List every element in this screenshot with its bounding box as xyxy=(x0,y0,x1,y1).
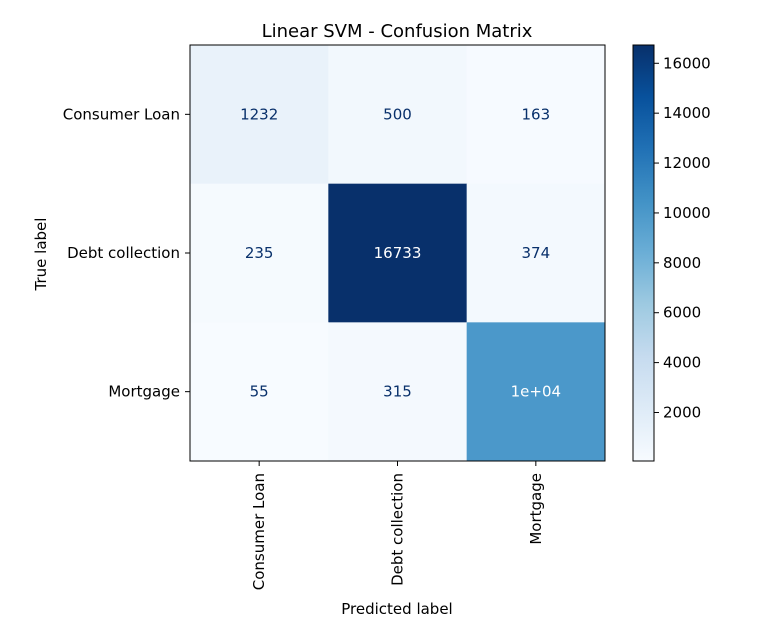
heatmap-cell xyxy=(190,45,329,185)
x-axis-ticks: Consumer Loan Debt collection Mortgage xyxy=(250,461,545,590)
heatmap-cell xyxy=(190,183,329,323)
colorbar xyxy=(632,44,655,462)
cell-value-label: 500 xyxy=(383,105,412,123)
y-axis-label: True label xyxy=(32,218,50,292)
colorbar-tick-label: 8000 xyxy=(663,254,701,272)
colorbar-tick-label: 10000 xyxy=(663,204,711,222)
heatmap-cell xyxy=(466,45,606,185)
heatmap-cell xyxy=(328,45,468,185)
cell-value-label: 315 xyxy=(383,383,412,401)
y-tick-label: Consumer Loan xyxy=(63,105,180,123)
colorbar-tick-label: 4000 xyxy=(663,354,701,372)
colorbar-tick-label: 2000 xyxy=(663,403,701,421)
heatmap-cell xyxy=(466,322,606,462)
colorbar-tick-label: 6000 xyxy=(663,304,701,322)
heatmap-cell-labels: 1232 500 163 235 16733 374 55 315 1e+04 xyxy=(240,105,561,400)
heatmap-cell xyxy=(328,183,468,323)
cell-value-label: 163 xyxy=(522,105,551,123)
colorbar-tick-label: 14000 xyxy=(663,104,711,122)
cell-value-label: 16733 xyxy=(374,244,422,262)
chart-title: Linear SVM - Confusion Matrix xyxy=(262,21,533,42)
y-axis-ticks: Consumer Loan Debt collection Mortgage xyxy=(63,105,190,401)
x-axis-label: Predicted label xyxy=(341,600,452,618)
x-tick-label: Debt collection xyxy=(389,473,407,586)
heatmap-cells xyxy=(190,45,606,462)
heatmap-cell xyxy=(328,322,468,462)
cell-value-label: 55 xyxy=(250,383,269,401)
y-tick-label: Mortgage xyxy=(108,383,180,401)
y-tick-label: Debt collection xyxy=(67,244,180,262)
cell-value-label: 1232 xyxy=(240,105,278,123)
colorbar-ticks: 2000 4000 6000 8000 10000 12000 14000 16000 xyxy=(654,54,711,421)
cell-value-label: 235 xyxy=(245,244,274,262)
heatmap-cell xyxy=(190,322,329,462)
x-tick-label: Mortgage xyxy=(527,473,545,545)
x-tick-label: Consumer Loan xyxy=(250,473,268,590)
cell-value-label: 1e+04 xyxy=(511,383,561,401)
cell-value-label: 374 xyxy=(522,244,551,262)
heatmap-cell xyxy=(466,183,606,323)
colorbar-tick-label: 16000 xyxy=(663,54,711,72)
colorbar-tick-label: 12000 xyxy=(663,154,711,172)
